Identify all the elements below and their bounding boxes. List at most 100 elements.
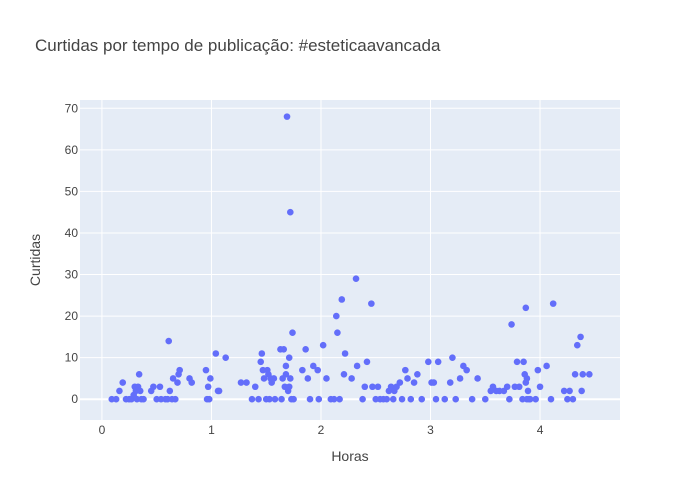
data-point[interactable] [248,395,256,403]
data-point[interactable] [404,375,411,382]
data-point[interactable] [383,395,390,403]
data-point[interactable] [407,395,415,403]
data-point[interactable] [289,329,296,337]
data-point[interactable] [353,362,361,370]
data-point[interactable] [212,350,220,357]
data-point[interactable] [315,395,323,403]
data-point[interactable] [463,366,470,374]
data-point[interactable] [566,387,573,395]
data-point[interactable] [287,375,294,382]
data-point[interactable] [140,395,147,403]
data-point[interactable] [456,375,464,382]
data-point[interactable] [396,379,404,386]
data-point[interactable] [532,395,539,403]
data-point[interactable] [169,375,177,382]
data-point[interactable] [543,362,550,370]
data-point[interactable] [290,395,297,403]
data-point[interactable] [536,383,544,391]
data-point[interactable] [418,395,426,403]
data-point[interactable] [306,395,314,403]
data-point[interactable] [112,395,120,403]
data-point[interactable] [571,370,579,378]
data-point[interactable] [569,395,577,403]
data-point[interactable] [205,395,213,403]
data-point[interactable] [299,366,306,374]
data-point[interactable] [304,375,312,382]
data-point[interactable] [481,395,489,403]
data-point[interactable] [368,300,375,307]
data-point[interactable] [176,366,183,374]
data-point[interactable] [255,395,262,403]
data-point[interactable] [430,379,438,386]
data-point[interactable] [579,370,587,378]
data-point[interactable] [363,358,371,366]
data-point[interactable] [243,379,250,386]
data-point[interactable] [302,346,309,353]
data-point[interactable] [270,375,278,382]
data-point[interactable] [446,379,454,386]
data-point[interactable] [314,366,321,374]
data-point[interactable] [237,379,245,386]
data-point[interactable] [578,387,585,395]
data-point[interactable] [257,358,265,366]
data-point[interactable] [282,370,290,378]
data-point[interactable] [280,346,288,353]
data-point[interactable] [156,383,164,391]
data-point[interactable] [251,383,259,391]
data-point[interactable] [410,379,418,386]
data-point[interactable] [577,333,584,341]
data-point[interactable] [222,354,229,361]
data-point[interactable] [402,366,409,374]
data-point[interactable] [522,304,530,312]
data-point[interactable] [560,387,568,395]
data-point[interactable] [348,375,355,382]
data-point[interactable] [414,370,421,378]
data-point[interactable] [374,383,382,391]
data-point[interactable] [369,383,376,391]
data-point[interactable] [503,383,511,391]
data-point[interactable] [452,395,459,403]
data-point[interactable] [135,370,143,378]
data-point[interactable] [506,395,513,403]
data-point[interactable] [361,383,369,391]
data-point[interactable] [449,354,456,361]
data-point[interactable] [202,366,210,374]
data-point[interactable] [359,395,366,403]
data-point[interactable] [266,395,273,403]
data-point[interactable] [323,375,330,382]
data-point[interactable] [352,275,360,283]
data-point[interactable] [425,358,432,366]
data-point[interactable] [215,387,223,395]
data-point[interactable] [547,395,555,403]
data-point[interactable] [520,358,527,366]
data-point[interactable] [119,379,127,386]
data-point[interactable] [334,329,341,337]
data-point[interactable] [171,395,179,403]
data-point[interactable] [285,383,293,391]
data-point[interactable] [508,321,515,328]
data-point[interactable] [136,387,144,395]
data-point[interactable] [513,358,521,366]
data-point[interactable] [310,362,317,370]
data-point[interactable] [468,395,476,403]
data-point[interactable] [258,350,266,357]
data-point[interactable] [330,395,338,403]
data-point[interactable] [586,370,593,378]
data-point[interactable] [526,395,534,403]
data-point[interactable] [271,395,279,403]
data-point[interactable] [207,375,214,382]
data-point[interactable] [188,379,196,386]
data-point[interactable] [338,296,346,303]
data-point[interactable] [389,395,397,403]
data-point[interactable] [534,366,542,374]
data-point[interactable] [564,395,571,403]
data-point[interactable] [204,383,212,391]
data-point[interactable] [285,354,293,361]
data-point[interactable] [319,341,327,349]
data-point[interactable] [260,375,268,382]
data-point[interactable] [524,387,532,395]
data-point[interactable] [278,395,285,403]
data-point[interactable] [573,341,581,349]
data-point[interactable] [116,387,123,395]
data-point[interactable] [434,358,442,366]
